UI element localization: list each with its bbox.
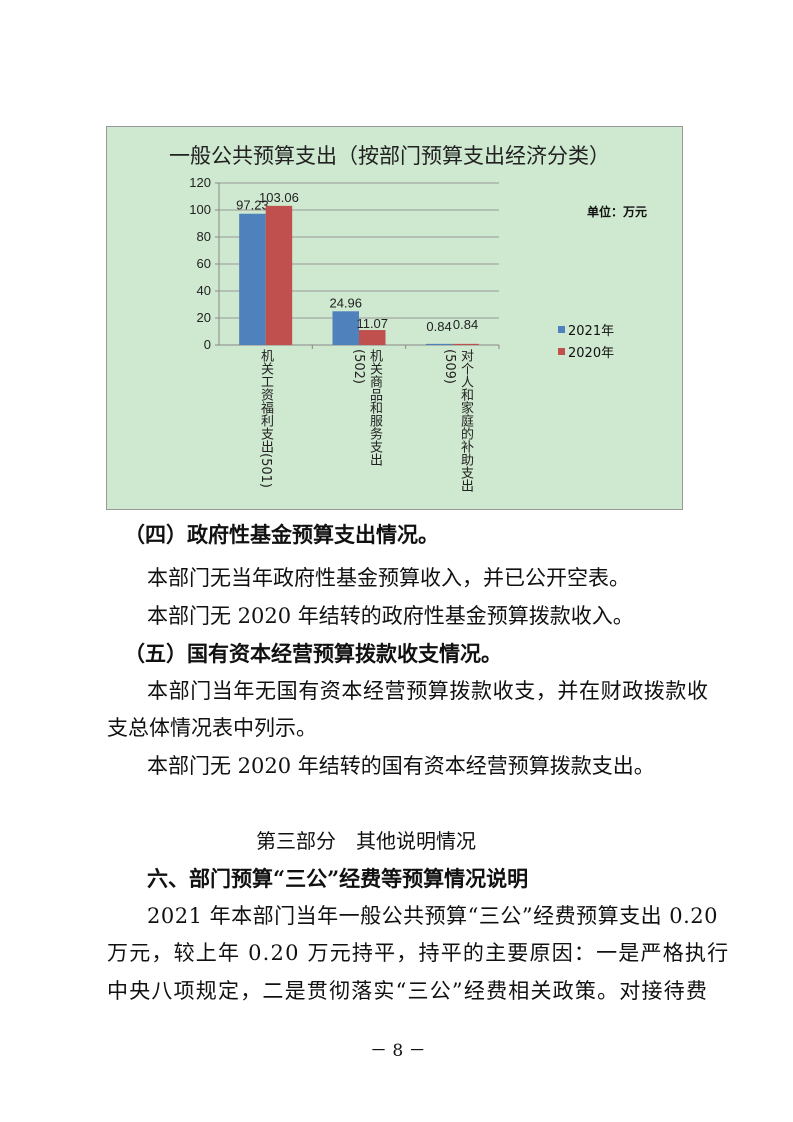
category-label: 机关商品和服务支出(502)	[351, 349, 382, 466]
y-tick-label: 60	[197, 256, 211, 271]
bar-2020年	[359, 330, 386, 345]
legend-swatch	[558, 326, 565, 333]
data-label: 11.07	[356, 316, 388, 331]
y-tick-label: 40	[197, 283, 211, 298]
paragraph: 本部门无当年政府性基金预算收入，并已公开空表。	[147, 566, 630, 590]
chart-plot: 0 20 40 60 80 100 120 97.23 24.96 0.84 103.06 11.07…	[189, 175, 500, 352]
paragraph: 2021 年本部门当年一般公共预算“三公”经费预算支出 0.20	[147, 904, 719, 928]
data-label: 24.96	[329, 295, 362, 310]
chart-title: 一般公共预算支出（按部门预算支出经济分类）	[169, 144, 610, 168]
data-label: 0.84	[426, 319, 451, 334]
legend-item-2021: 2021年	[558, 320, 614, 339]
data-label: 103.06	[259, 190, 299, 205]
data-label: 0.84	[453, 317, 478, 332]
category-label: 机关工资福利支出(501)	[258, 349, 273, 488]
y-tick-label: 0	[204, 337, 211, 352]
legend-label: 2021年	[568, 324, 615, 339]
paragraph: 支总体情况表中列示。	[107, 716, 317, 740]
legend-label: 2020年	[568, 346, 615, 361]
y-tick-label: 120	[189, 175, 211, 190]
bar-2021年	[332, 311, 359, 345]
paragraph: 本部门当年无国有资本经营预算拨款收支，并在财政拨款收	[147, 679, 709, 703]
y-tick-label: 100	[189, 202, 211, 217]
heading-section-6: 六、部门预算“三公”经费等预算情况说明	[147, 866, 529, 891]
heading-section-4: （四）政府性基金预算支出情况。	[124, 522, 439, 547]
heading-section-5: （五）国有资本经营预算拨款收支情况。	[124, 641, 502, 666]
paragraph: 万元，较上年 0.20 万元持平，持平的主要原因：一是严格执行	[107, 941, 730, 965]
bar-2020年	[452, 343, 479, 345]
y-tick-label: 80	[197, 229, 211, 244]
paragraph: 本部门无 2020 年结转的政府性基金预算拨款收入。	[147, 604, 634, 628]
bar-chart: 一般公共预算支出（按部门预算支出经济分类） 0 20 40 60 80 100 120 97.…	[106, 126, 683, 510]
part-title: 第三部分 其他说明情况	[256, 829, 476, 853]
bar-2021年	[239, 213, 266, 345]
legend-swatch	[558, 348, 565, 355]
bar-2021年	[425, 343, 453, 345]
legend-item-2020: 2020年	[558, 342, 614, 361]
paragraph: 中央八项规定，二是贯彻落实“三公”经费相关政策。对接待费	[107, 979, 709, 1003]
page-number: － 8 －	[370, 1041, 426, 1061]
paragraph: 本部门无 2020 年结转的国有资本经营预算拨款支出。	[147, 754, 655, 778]
unit-label: 单位：万元	[587, 205, 648, 219]
bar-2020年	[265, 205, 293, 345]
category-label: 对个人和家庭的补助支出(509)	[442, 349, 473, 492]
y-tick-label: 20	[197, 310, 211, 325]
data-label: 97.23	[236, 198, 269, 213]
